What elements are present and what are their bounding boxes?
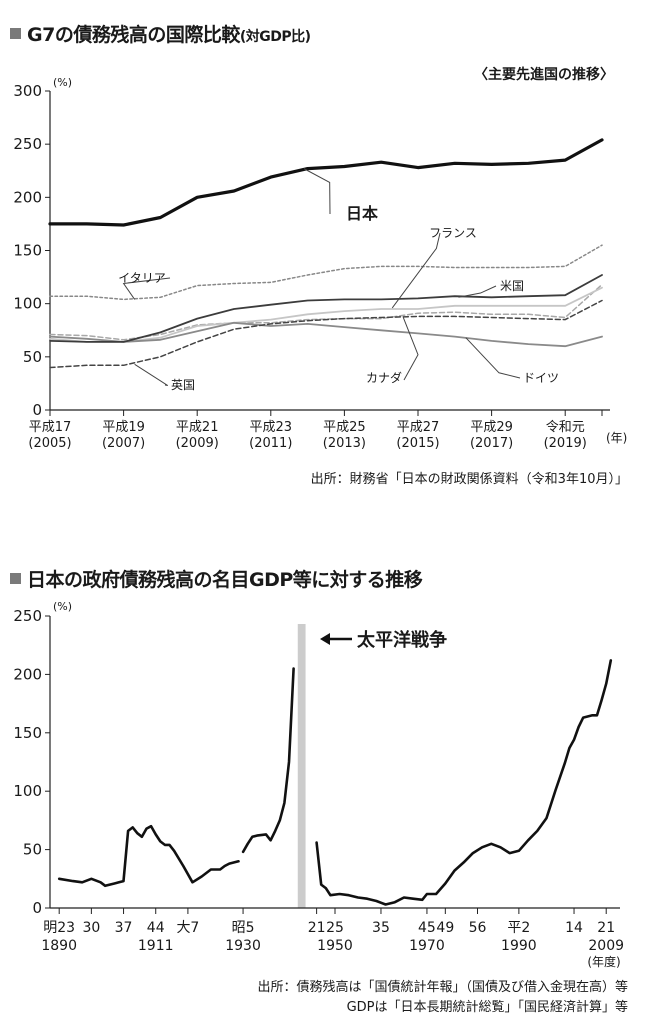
chart2-title-text: 日本の政府債務残高の名目GDP等に対する推移 — [27, 569, 423, 591]
chart2-x-tick-era: 14 — [565, 920, 583, 936]
chart2-x-tick-year: 1890 — [41, 938, 77, 954]
chart1-plot: 0 50 100 150 200 250 300 (%) 平成17(2005) 平成19(2007… — [13, 76, 627, 451]
chart1-leader-line — [303, 168, 331, 215]
chart2-series-line — [241, 667, 295, 854]
chart1-series-label: フランス — [429, 226, 477, 240]
chart2-x-tick-year: 1970 — [409, 938, 445, 954]
chart1-x-tick-era: 平成29 — [470, 420, 513, 435]
chart1-x-tick-year: (2013) — [323, 436, 366, 451]
chart1-series-line — [48, 138, 604, 227]
chart2-x-tick-era: 30 — [82, 920, 100, 936]
chart1-leader-line — [402, 317, 419, 381]
chart2-title: 日本の政府債務残高の名目GDP等に対する推移 — [10, 565, 423, 592]
chart1-x-tick-year: (2017) — [470, 436, 513, 451]
chart1-title-text: G7の債務残高の国際比較 — [27, 24, 240, 46]
chart2-unit-label: (%) — [53, 600, 72, 613]
chart1-series-label: イタリア — [118, 271, 166, 285]
chart1-source: 出所：財務省「日本の財政関係資料（令和3年10月）」 — [310, 472, 628, 487]
chart1-series-line — [49, 321, 603, 348]
chart1-x-tick-era: 平成23 — [250, 420, 293, 435]
chart1-x-tick-era: 平成25 — [323, 420, 366, 435]
war-period-band — [297, 624, 306, 908]
chart2-y-tick-label: 150 — [13, 724, 42, 742]
chart1-title: G7の債務残高の国際比較(対GDP比) — [10, 20, 311, 47]
chart2-x-tick-era: 昭5 — [232, 920, 255, 936]
chart1-unit-label: (%) — [53, 76, 72, 89]
chart1-series-line — [49, 286, 603, 343]
chart1-leader-line — [134, 363, 169, 387]
chart1-x-tick-year: (2011) — [249, 436, 292, 451]
chart2-y-tick-label: 50 — [23, 841, 42, 859]
chart1-y-tick-label: 250 — [13, 135, 42, 153]
chart1-year-unit: (年) — [606, 431, 627, 445]
chart1-leader-line — [458, 285, 497, 298]
chart2-annotation: 太平洋戦争 — [357, 629, 447, 651]
chart2-x-tick-era: 平2 — [507, 920, 530, 936]
chart1-x-tick-era: 平成19 — [102, 420, 145, 435]
chart2-x-tick-era: 56 — [469, 920, 487, 936]
chart2-x-tick-year: 1950 — [317, 938, 353, 954]
chart1-y-tick-label: 0 — [32, 401, 42, 419]
chart1-series-label: カナダ — [366, 370, 402, 385]
chart1-x-tick-era: 平成17 — [29, 420, 72, 435]
chart1-y-tick-label: 50 — [23, 348, 42, 366]
chart2-series-line — [57, 824, 240, 888]
chart2-x-tick-year: 1990 — [501, 938, 537, 954]
chart2-source-line-1: 出所：債務残高は「国債統計年報」（国債及び借入金現在高）等 — [257, 980, 628, 995]
chart1-series-line — [49, 244, 603, 301]
chart2-y-tick-label: 200 — [13, 665, 42, 683]
square-bullet-icon — [10, 573, 21, 584]
chart1-x-tick-year: (2007) — [102, 436, 145, 451]
chart2-x-tick-era: 21 — [308, 920, 326, 936]
chart2-x-tick-era: 21 — [597, 920, 615, 936]
square-bullet-icon — [10, 28, 21, 39]
chart2-y-tick-label: 250 — [13, 607, 42, 625]
chart1-y-tick-label: 100 — [13, 295, 42, 313]
chart1-y-tick-label: 150 — [13, 242, 42, 260]
chart2-series-line — [315, 659, 613, 906]
chart1-title-suffix: (対GDP比) — [239, 29, 311, 45]
chart1-series-label: ドイツ — [523, 371, 559, 385]
chart1-y-tick-label: 300 — [13, 82, 42, 100]
chart1-x-tick-year: (2009) — [176, 436, 219, 451]
chart1-series-line — [49, 299, 603, 369]
chart2-x-tick-era: 44 — [147, 920, 165, 936]
chart1-x-tick-year: (2005) — [28, 436, 71, 451]
chart1-y-tick-label: 200 — [13, 188, 42, 206]
chart2-x-tick-era: 37 — [115, 920, 133, 936]
chart1-subtitle: 〈主要先進国の推移〉 — [474, 67, 614, 83]
chart1-x-tick-year: (2015) — [396, 436, 439, 451]
chart2-x-tick-era: 35 — [372, 920, 390, 936]
chart1-x-tick-year: (2019) — [544, 436, 587, 451]
chart1-x-tick-era: 令和元 — [546, 420, 585, 435]
chart1-x-tick-era: 平成21 — [176, 420, 219, 435]
chart2-x-tick-year: 1911 — [138, 938, 174, 954]
chart2-source-line-2: GDPは「日本長期統計総覧」「国民経済計算」等 — [346, 1000, 628, 1015]
chart1-series-label: 英国 — [171, 378, 195, 392]
chart2-x-tick-year: 1930 — [225, 938, 261, 954]
chart1-leader-line — [122, 277, 171, 300]
chart2-x-tick-era: 45 — [418, 920, 436, 936]
chart2-y-tick-label: 0 — [32, 899, 42, 917]
chart1-series-line — [49, 274, 603, 343]
chart1-series-label: 米国 — [500, 279, 524, 293]
chart2-y-tick-label: 100 — [13, 782, 42, 800]
chart1-x-tick-era: 平成27 — [397, 420, 440, 435]
chart1-leader-line — [465, 337, 521, 379]
chart2-x-tick-era: 25 — [326, 920, 344, 936]
chart2-year-unit: (年度) — [587, 954, 620, 969]
chart1-series-label: 日本 — [346, 204, 378, 223]
chart2-source: 出所：債務残高は「国債統計年報」（国債及び借入金現在高）等 GDPは「日本長期統… — [257, 978, 628, 1018]
left-arrow-icon — [320, 633, 330, 645]
chart1-leader-line — [391, 232, 441, 309]
chart2-x-tick-year: 2009 — [588, 938, 624, 954]
chart2-x-tick-era: 49 — [436, 920, 454, 936]
chart2-x-tick-era: 明23 — [43, 920, 75, 936]
chart2-x-tick-era: 大7 — [176, 920, 199, 936]
